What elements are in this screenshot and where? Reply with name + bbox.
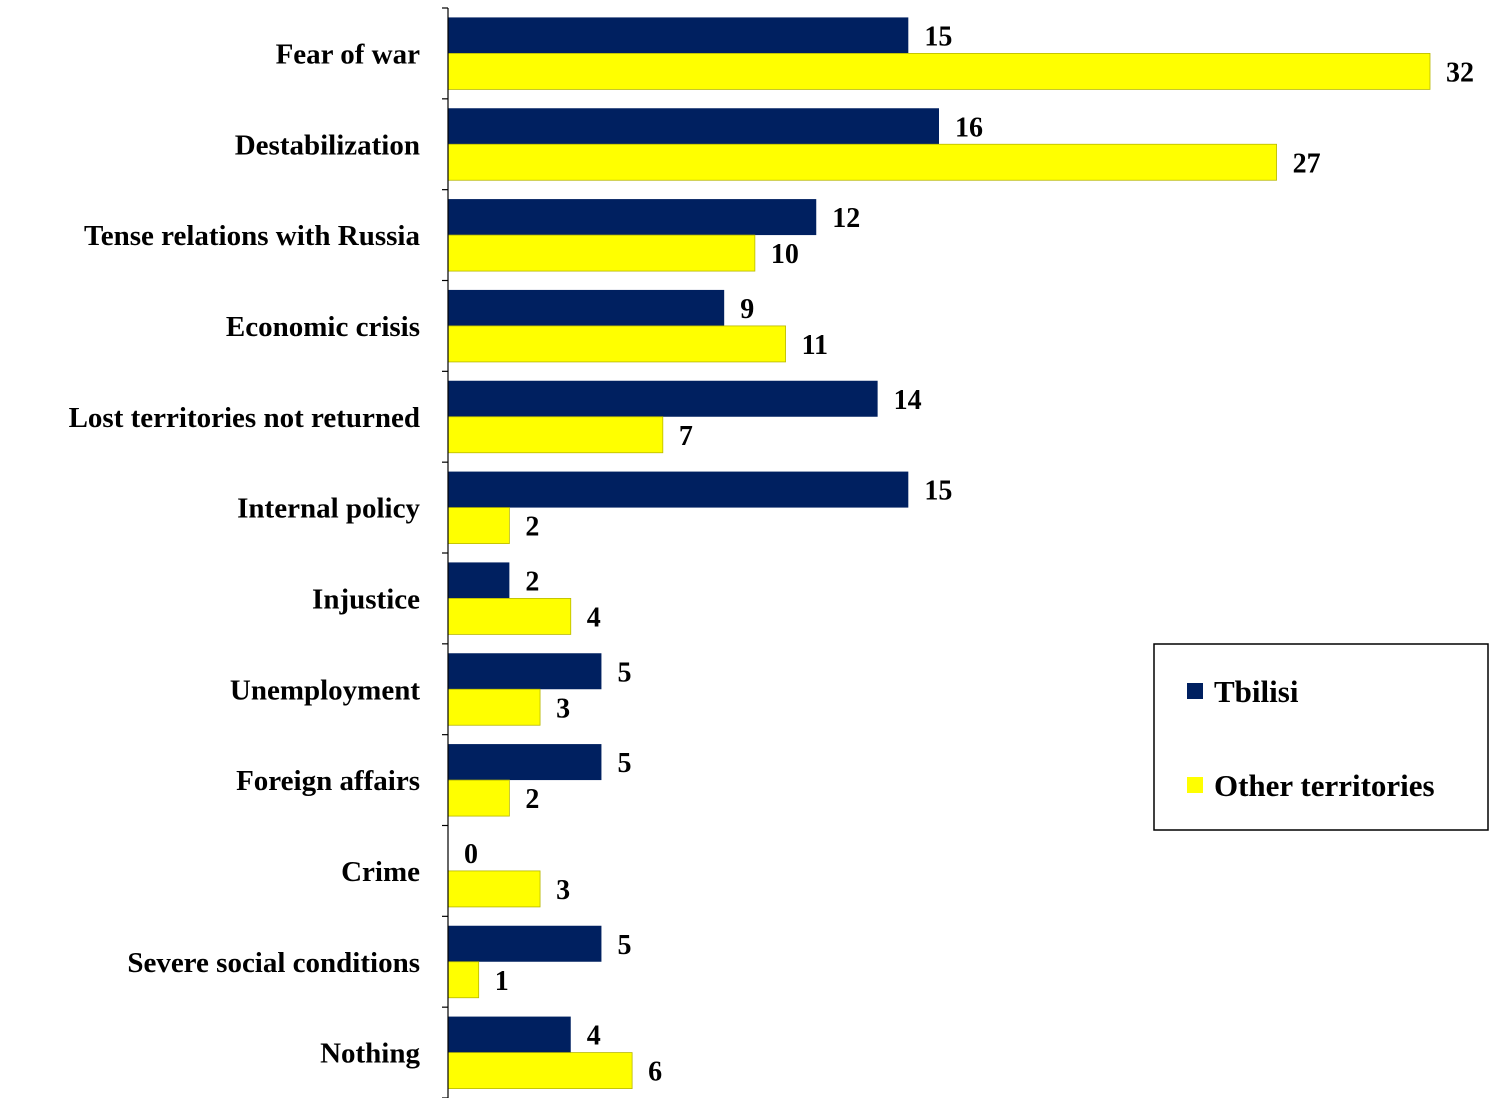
bars — [447, 17, 1431, 1089]
data-label: 14 — [894, 385, 922, 416]
category-label: Injustice — [312, 583, 420, 615]
data-label: 10 — [771, 239, 799, 270]
category-label: Unemployment — [230, 674, 420, 706]
y-axis — [442, 7, 449, 1099]
data-label: 7 — [679, 421, 693, 452]
data-label: 15 — [924, 21, 952, 52]
data-label: 5 — [617, 657, 631, 688]
data-label: 15 — [924, 476, 952, 507]
bar-other-territories — [447, 53, 1431, 90]
data-label: 9 — [740, 294, 754, 325]
bar-tbilisi — [448, 17, 909, 54]
bar-other-territories — [447, 779, 510, 817]
bar-tbilisi — [448, 1016, 571, 1053]
category-label: Foreign affairs — [236, 765, 420, 797]
data-label: 2 — [525, 784, 539, 815]
data-label: 4 — [587, 1021, 601, 1052]
data-label: 5 — [617, 930, 631, 961]
bar-tbilisi — [448, 471, 909, 508]
data-label: 5 — [617, 748, 631, 779]
category-label: Lost territories not returned — [69, 402, 420, 434]
bar-tbilisi — [448, 562, 510, 599]
bar-other-territories — [447, 598, 572, 635]
legend-swatch — [1187, 683, 1203, 699]
bar-tbilisi — [448, 380, 878, 417]
category-label: Destabilization — [235, 129, 420, 161]
bar-other-territories — [447, 325, 786, 363]
category-label: Economic crisis — [226, 311, 420, 343]
data-label: 2 — [525, 512, 539, 543]
data-label: 12 — [832, 203, 860, 234]
data-label: 1 — [495, 966, 509, 997]
legend: Tbilisi Other territories — [1153, 643, 1489, 831]
data-label: 32 — [1446, 57, 1474, 88]
bar-other-territories — [447, 234, 756, 272]
category-label: Fear of war — [276, 38, 421, 70]
bar-tbilisi — [448, 925, 602, 962]
category-label: Crime — [341, 856, 420, 888]
bar-tbilisi — [448, 653, 602, 690]
bar-other-territories — [447, 1052, 633, 1089]
category-label: Severe social conditions — [127, 947, 420, 979]
bar-other-territories — [447, 143, 1277, 181]
data-label: 16 — [955, 112, 983, 143]
bar-tbilisi — [448, 199, 817, 236]
data-label: 27 — [1293, 148, 1321, 179]
data-label: 11 — [802, 330, 828, 361]
bar-tbilisi — [448, 289, 725, 326]
bar-other-territories — [447, 507, 510, 544]
bar-tbilisi — [448, 108, 939, 145]
bar-other-territories — [447, 416, 664, 454]
legend-box — [1153, 643, 1489, 831]
bar-other-territories — [447, 688, 541, 726]
data-label: 3 — [556, 875, 570, 906]
category-label: Tense relations with Russia — [84, 220, 420, 252]
data-label: 2 — [525, 566, 539, 597]
bar-other-territories — [447, 961, 480, 999]
bar-tbilisi — [448, 744, 602, 781]
category-label: Internal policy — [237, 493, 420, 525]
data-label: 0 — [464, 839, 478, 870]
category-label: Nothing — [320, 1038, 420, 1070]
data-label: 3 — [556, 693, 570, 724]
data-label: 4 — [587, 602, 601, 633]
legend-label: Other territories — [1214, 768, 1435, 803]
bar-other-territories — [447, 870, 541, 908]
legend-label: Tbilisi — [1214, 674, 1299, 709]
legend-swatch — [1187, 777, 1203, 793]
category-labels: Fear of war Destabilization Tense relation… — [69, 38, 421, 1069]
data-label: 6 — [648, 1057, 662, 1088]
